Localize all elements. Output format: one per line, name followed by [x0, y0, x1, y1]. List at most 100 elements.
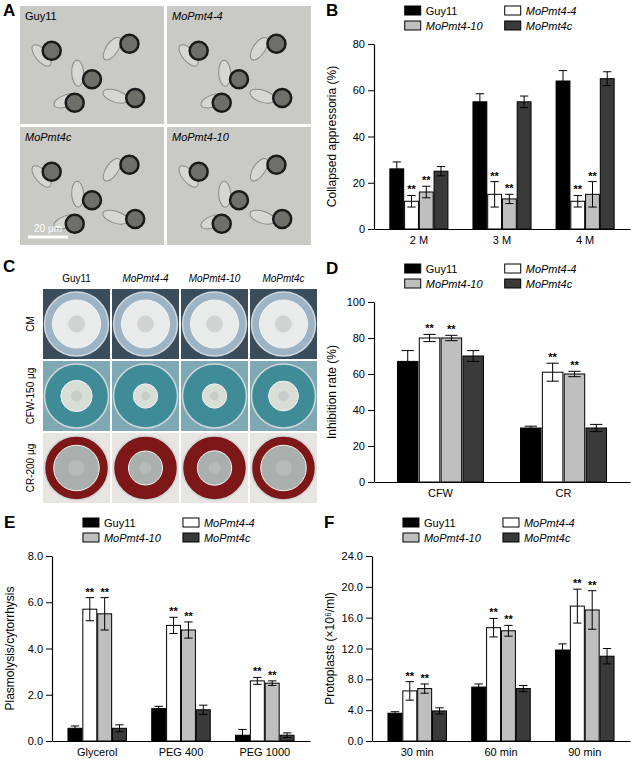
error-bar [523, 686, 524, 692]
y-tick-mark [46, 695, 52, 696]
x-axis: 30 min60 min90 min [373, 741, 631, 758]
legend-item: MoPmt4-4 [505, 5, 577, 17]
legend-swatch [503, 518, 519, 527]
y-tick-mark [368, 44, 374, 45]
figure: AGuy11MoPmt4-4MoPmt4c20 μmMoPmt4-10CGuy1… [0, 0, 638, 767]
row-label: CM [25, 316, 36, 332]
legend-item: MoPmt4-10 [405, 278, 484, 290]
plate [252, 436, 316, 500]
error-cap [406, 700, 414, 701]
colony [61, 380, 92, 411]
y-tick-label: 100 [347, 296, 365, 308]
y-tick-label: 0 [359, 223, 365, 235]
x-tick-label: 2 M [410, 234, 428, 246]
plate-bg [112, 289, 179, 359]
error-cap [393, 161, 401, 162]
x-tick-label: PEG 1000 [239, 746, 290, 758]
y-tick: 20 [353, 440, 374, 452]
y-tick-mark [368, 229, 374, 230]
y-tick-label: 6.0 [28, 596, 43, 608]
x-tick-label: 3 M [493, 234, 511, 246]
error-bar [478, 684, 479, 690]
y-tick-mark [46, 556, 52, 557]
appressorium [273, 210, 291, 228]
appressorium [126, 210, 144, 228]
bar [397, 361, 418, 482]
error-cap [519, 691, 527, 692]
bar [388, 713, 402, 741]
row-label: CR-200 μg [25, 444, 36, 493]
legend-item: Guy11 [405, 263, 458, 275]
y-tick-label: 0.0 [348, 735, 363, 747]
colony-center [276, 460, 292, 476]
significance: ** [407, 183, 416, 195]
bar [556, 650, 570, 741]
appressorium [66, 94, 84, 112]
legend-item: MoPmt4-4 [183, 517, 255, 529]
plate-bg [181, 289, 248, 359]
y-axis-title: Inhibition rate (%) [325, 345, 339, 439]
micrograph-label: MoPmt4-4 [172, 10, 223, 22]
bar [517, 102, 531, 229]
error-bar [429, 334, 430, 341]
bar [83, 609, 97, 741]
error-bar [242, 729, 243, 741]
x-tick-label: CR [556, 487, 572, 499]
appressorium [120, 156, 138, 174]
plate [45, 292, 109, 356]
error-cap [283, 732, 291, 733]
error-cap [238, 729, 246, 730]
y-axis-title: Collapsed appressoria (%) [325, 66, 339, 207]
bars [388, 589, 614, 741]
legend-swatch [405, 6, 421, 15]
y-tick-label: 24.0 [342, 550, 363, 562]
plate [45, 436, 109, 500]
error-cap [402, 372, 414, 373]
x-axis: 2 M 3 M 4 M [375, 229, 631, 246]
y-tick-mark [368, 446, 374, 447]
significance: ** [548, 351, 557, 363]
x-tick: 4 M [576, 229, 594, 246]
error-cap [268, 685, 276, 686]
bar-chart: 0204060802 M3 M4 MCollapsed appressoria … [325, 5, 631, 247]
plate-bg [250, 433, 317, 503]
error-bar [508, 625, 509, 636]
error-bar [524, 96, 525, 108]
y-tick-mark [366, 587, 372, 588]
significance: ** [184, 610, 193, 622]
error-cap [435, 707, 443, 708]
x-axis-line [373, 741, 631, 742]
error-bar [158, 706, 159, 711]
error-bar [272, 681, 273, 686]
x-tick-label: CFW [428, 487, 454, 499]
error-cap [467, 350, 479, 351]
scale-bar [28, 236, 68, 239]
bar [419, 338, 440, 482]
micrograph: MoPmt4c20 μm [20, 127, 164, 245]
y-tick-mark [46, 602, 52, 603]
colony-center [141, 392, 150, 401]
bar [441, 338, 462, 482]
bar [556, 81, 570, 229]
appressorium [126, 89, 144, 107]
appressorium [83, 70, 101, 88]
x-axis-line [53, 741, 311, 742]
error-bar [509, 194, 510, 203]
error-cap [169, 633, 177, 634]
error-bar [451, 335, 452, 340]
y-tick-label: 12.0 [342, 643, 363, 655]
y-tick-label: 8.0 [348, 673, 363, 685]
error-bar [287, 733, 288, 738]
legend-label: MoPmt4-10 [426, 278, 484, 290]
bar [600, 656, 614, 741]
error-cap [505, 203, 513, 204]
y-tick-mark [368, 90, 374, 91]
error-cap [573, 623, 581, 624]
legend-item: Guy11 [403, 517, 456, 529]
error-cap [559, 70, 567, 71]
error-bar [596, 424, 597, 431]
legend-item: MoPmt4-4 [503, 517, 575, 529]
y-tick: 8.0 [28, 550, 52, 562]
colony [133, 384, 157, 408]
x-tick-label: 30 min [401, 746, 434, 758]
